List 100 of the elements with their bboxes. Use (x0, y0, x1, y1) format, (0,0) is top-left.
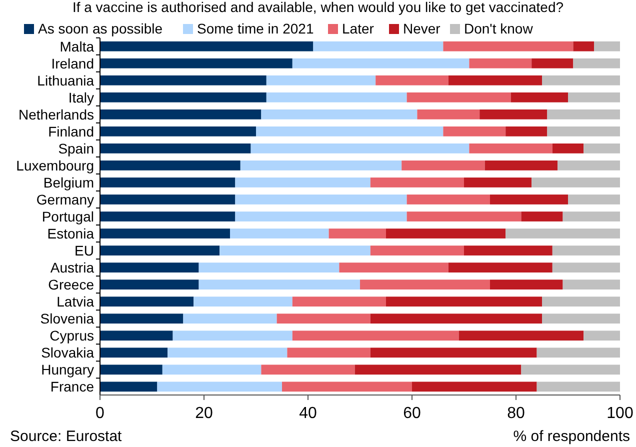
bar (276, 314, 370, 324)
bar (573, 41, 594, 52)
bar (376, 75, 448, 86)
y-tick-label: Germany (36, 191, 94, 208)
bar (100, 212, 236, 222)
bar (370, 348, 537, 358)
x-tick-label: 20 (195, 405, 213, 422)
bar (292, 58, 470, 68)
y-tick-label: Portugal (42, 208, 94, 224)
bar (100, 194, 236, 204)
bar (448, 75, 542, 86)
bar (230, 228, 329, 238)
bar (469, 58, 532, 68)
bar (282, 382, 412, 392)
bar (100, 178, 236, 188)
bar (183, 314, 277, 324)
y-tick-label: Austria (50, 260, 94, 276)
bar (100, 246, 220, 256)
bar (292, 296, 386, 307)
chart-title: If a vaccine is authorised and available, when would you like to get vaccinated? (72, 0, 564, 15)
bar (100, 364, 162, 375)
bar (448, 262, 552, 272)
bar (100, 330, 173, 341)
bar (547, 109, 620, 120)
bar (484, 160, 558, 170)
bar (235, 194, 407, 204)
bar (542, 75, 620, 86)
y-tick-label: Italy (68, 89, 94, 106)
bar (552, 246, 620, 256)
y-tick-label: Netherlands (18, 106, 94, 122)
bar (168, 348, 288, 358)
bar (100, 296, 194, 307)
bar (386, 296, 542, 307)
bar (536, 348, 620, 358)
bar (490, 280, 563, 290)
legend-label: Some time in 2021 (197, 20, 314, 36)
bar (100, 75, 266, 86)
bar (412, 382, 537, 392)
bar (542, 296, 620, 307)
y-tick-label: France (50, 378, 94, 395)
y-tick-label: Luxembourg (16, 157, 94, 174)
bar (542, 314, 620, 324)
bar (100, 382, 158, 392)
bar (328, 228, 386, 238)
bar (100, 348, 168, 358)
bar (562, 212, 620, 222)
bar (464, 246, 552, 256)
source-note: Source: Eurostat (10, 428, 123, 445)
bar (562, 280, 620, 290)
y-tick-label: Slovenia (40, 310, 94, 327)
bar (198, 262, 340, 272)
bar (313, 41, 444, 52)
x-tick-label: 40 (299, 405, 317, 422)
bar (172, 330, 292, 341)
bar (547, 126, 620, 136)
bar (100, 280, 199, 290)
bar (510, 92, 568, 102)
bar (162, 364, 262, 375)
bar (443, 41, 574, 52)
bar (100, 58, 292, 68)
bar (552, 144, 584, 154)
bar (360, 280, 490, 290)
x-tick-label: 60 (403, 405, 421, 422)
legend-label: Never (403, 20, 441, 36)
bar (443, 126, 506, 136)
x-tick-label: 80 (507, 405, 525, 422)
bar (469, 144, 552, 154)
bar (458, 330, 584, 341)
bar (370, 314, 542, 324)
bar (100, 144, 251, 154)
bar (584, 330, 620, 341)
bar (406, 92, 511, 102)
y-tick-label: Malta (60, 38, 94, 54)
bar (261, 364, 355, 375)
bar (568, 92, 620, 102)
bar (490, 194, 568, 204)
bar (256, 126, 444, 136)
bar (521, 212, 563, 222)
y-tick-label: EU (74, 242, 94, 259)
y-tick-label: Latvia (56, 294, 94, 310)
bar (584, 144, 620, 154)
bar (261, 109, 418, 120)
bar (464, 178, 532, 188)
legend-label: Don't know (464, 20, 534, 36)
y-tick-label: Slovakia (41, 344, 94, 361)
bar (287, 348, 370, 358)
y-tick-label: Estonia (47, 226, 94, 242)
bar (235, 178, 370, 188)
bar (558, 160, 620, 170)
x-axis-title: % of respondents (513, 428, 630, 445)
bar (552, 262, 620, 272)
y-tick-label: Cyprus (50, 328, 94, 344)
bar (100, 92, 266, 102)
y-tick-label: Ireland (51, 55, 94, 72)
bar (573, 58, 620, 68)
bar (480, 109, 548, 120)
bar (220, 246, 370, 256)
bar (100, 109, 262, 120)
bar (100, 41, 314, 52)
bar (194, 296, 292, 307)
